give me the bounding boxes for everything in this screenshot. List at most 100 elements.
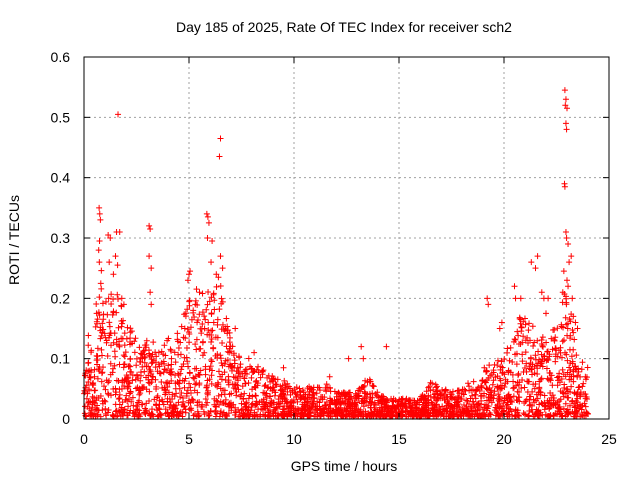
data-point	[131, 349, 138, 356]
data-point	[543, 339, 550, 346]
data-point	[199, 290, 206, 297]
data-point	[153, 353, 160, 360]
data-point	[379, 398, 386, 405]
data-point	[217, 352, 224, 359]
data-point	[281, 395, 288, 402]
data-point	[116, 401, 123, 408]
data-point	[359, 397, 366, 404]
data-point	[100, 311, 107, 318]
data-point	[186, 370, 193, 377]
data-point	[554, 382, 561, 389]
data-point	[369, 399, 376, 406]
data-point	[208, 357, 215, 364]
data-point	[399, 396, 406, 403]
data-point	[157, 370, 164, 377]
data-point	[146, 253, 153, 260]
data-point	[566, 316, 573, 323]
data-point	[433, 402, 440, 409]
data-point	[495, 413, 502, 420]
data-point	[575, 368, 582, 375]
chart-title: Day 185 of 2025, Rate Of TEC Index for r…	[176, 19, 512, 35]
data-point	[361, 390, 368, 397]
data-point	[103, 298, 110, 305]
data-point	[479, 406, 486, 413]
data-point	[126, 390, 133, 397]
data-point	[143, 374, 150, 381]
data-point	[111, 348, 118, 355]
data-point	[313, 390, 320, 397]
data-point	[306, 412, 313, 419]
data-point	[105, 295, 112, 302]
data-point	[90, 380, 97, 387]
data-point	[105, 231, 112, 238]
data-point	[119, 320, 126, 327]
data-point	[522, 349, 529, 356]
data-point	[191, 387, 198, 394]
data-point	[235, 353, 242, 360]
data-point	[460, 391, 467, 398]
data-point	[347, 389, 354, 396]
data-point	[214, 321, 221, 328]
data-point	[526, 320, 533, 327]
data-point	[269, 387, 276, 394]
data-point	[441, 407, 448, 414]
data-point	[242, 400, 249, 407]
data-point	[103, 377, 110, 384]
data-point	[308, 385, 315, 392]
data-point	[252, 378, 259, 385]
data-point	[245, 413, 252, 420]
data-point	[155, 412, 162, 419]
data-point	[483, 368, 490, 375]
data-point	[535, 412, 542, 419]
data-point	[469, 413, 476, 420]
data-point	[354, 399, 361, 406]
data-point	[207, 363, 214, 370]
data-point	[522, 411, 529, 418]
data-point	[110, 339, 117, 346]
data-point	[335, 399, 342, 406]
data-point	[503, 411, 510, 418]
data-point	[473, 388, 480, 395]
data-point	[132, 335, 139, 342]
y-tick-label: 0	[62, 411, 70, 427]
data-point	[515, 370, 522, 377]
data-point	[408, 402, 415, 409]
data-point	[128, 369, 135, 376]
data-point	[94, 353, 101, 360]
data-point	[186, 380, 193, 387]
data-point	[514, 328, 521, 335]
data-point	[208, 336, 215, 343]
data-point	[440, 392, 447, 399]
data-point	[165, 362, 172, 369]
data-point	[335, 405, 342, 412]
data-point	[206, 298, 213, 305]
data-point	[510, 338, 517, 345]
data-point	[104, 311, 111, 318]
data-point	[266, 412, 273, 419]
data-point	[295, 406, 302, 413]
data-point	[470, 402, 477, 409]
data-point	[141, 368, 148, 375]
data-point	[576, 383, 583, 390]
data-point	[511, 283, 518, 290]
data-point	[410, 411, 417, 418]
data-point	[175, 412, 182, 419]
data-point	[564, 394, 571, 401]
data-point	[261, 383, 268, 390]
data-point	[196, 311, 203, 318]
data-point	[276, 400, 283, 407]
data-point	[340, 399, 347, 406]
data-point	[186, 302, 193, 309]
data-point	[372, 391, 379, 398]
data-point	[232, 412, 239, 419]
data-point	[224, 413, 231, 420]
y-axis-label: ROTI / TECUs	[6, 195, 22, 285]
data-point	[574, 389, 581, 396]
data-point	[431, 407, 438, 414]
data-point	[320, 412, 327, 419]
data-point	[567, 388, 574, 395]
data-point	[265, 408, 272, 415]
data-point	[351, 400, 358, 407]
data-point	[106, 319, 113, 326]
data-point	[544, 397, 551, 404]
